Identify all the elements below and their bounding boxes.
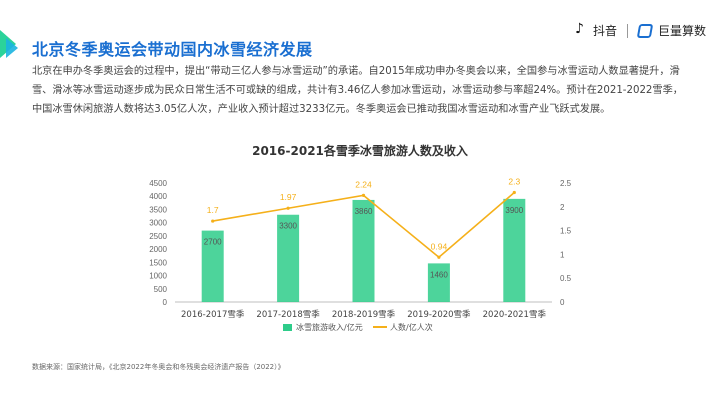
bar-data-label: 3300: [279, 222, 297, 231]
y-right-tick-label: 2.5: [560, 179, 572, 188]
line-data-label: 2.24: [355, 179, 372, 189]
douyin-brand-label: 抖音: [592, 24, 617, 38]
legend-bar-swatch: [283, 324, 292, 331]
douyin-logo-icon: [575, 21, 587, 38]
y-right-tick-label: 1.5: [560, 227, 572, 236]
line-point: [512, 190, 516, 195]
bar-income: [503, 198, 526, 302]
x-tick-label: 2017-2018雪季: [256, 309, 320, 320]
y-left-tick-label: 500: [154, 285, 168, 294]
y-left-tick-label: 0: [163, 298, 168, 307]
line-point: [211, 219, 215, 223]
x-tick-label: 2018-2019雪季: [332, 309, 396, 320]
x-tick-label: 2019-2020雪季: [407, 309, 471, 320]
y-left-tick-label: 2000: [149, 245, 167, 254]
chart-title: 2016-2021各雪季冰雪旅游人数及收入: [252, 144, 468, 158]
y-right-tick-label: 0.5: [560, 274, 572, 283]
y-right-tick-label: 1: [560, 250, 565, 259]
bar-data-label: 2700: [204, 238, 222, 247]
brand-divider: [626, 23, 628, 38]
line-point: [361, 193, 366, 197]
x-tick-label: 2016-2017雪季: [181, 309, 245, 320]
decorative-triangle: [6, 38, 18, 58]
juliang-brand-label: 巨量算数: [657, 24, 706, 38]
bar-income: [352, 199, 375, 302]
brand-logos: 抖音 巨量算数: [575, 21, 706, 39]
line-data-label: 2.3: [508, 177, 520, 187]
bar-data-label: 3900: [505, 206, 523, 215]
line-point: [286, 206, 290, 210]
y-left-tick-label: 3500: [149, 205, 167, 214]
legend-bar-label: 冰雪旅游收入/亿元: [296, 322, 363, 332]
page-title: 北京冬季奥运会带动国内冰雪经济发展: [32, 40, 313, 59]
data-source: 数据来源：国家统计局，《北京2022年冬奥会和冬残奥会经济遗产报告（2022）》: [32, 363, 285, 371]
y-right-tick-label: 2: [560, 203, 565, 212]
y-right-tick-label: 0: [560, 298, 565, 307]
bar-income: [277, 214, 300, 302]
intro-paragraph: 北京在申办冬季奥运会的过程中，提出“带动三亿人参与冰雪运动”的承诺。自2015年…: [32, 66, 683, 115]
legend-line-label: 人数/亿人次: [390, 322, 433, 332]
line-point: [437, 255, 441, 259]
y-left-tick-label: 4000: [149, 192, 167, 201]
bar-income: [427, 263, 450, 302]
bar-data-label: 3860: [355, 207, 373, 216]
line-data-label: 1.7: [207, 205, 219, 215]
line-data-label: 1.97: [280, 192, 297, 202]
bar-data-label: 1460: [430, 270, 448, 279]
line-data-label: 0.94: [431, 241, 448, 251]
x-tick-label: 2020-2021雪季: [483, 309, 547, 320]
bar-income: [201, 230, 224, 302]
y-left-tick-label: 1500: [149, 258, 167, 267]
y-left-tick-label: 1000: [149, 272, 167, 281]
y-left-tick-label: 4500: [149, 179, 167, 188]
y-left-tick-label: 2500: [149, 232, 167, 241]
y-left-tick-label: 3000: [149, 219, 167, 228]
